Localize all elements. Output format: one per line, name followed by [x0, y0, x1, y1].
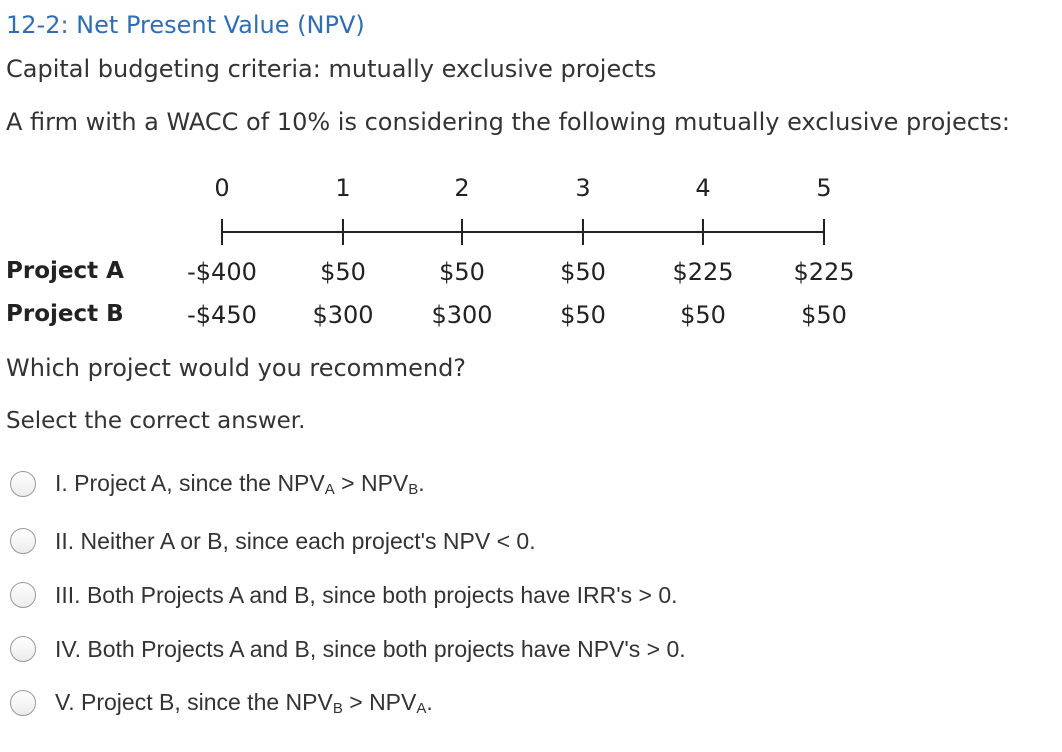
cash-flow-cell: -$400 [187, 258, 257, 286]
answer-option-3[interactable]: III. Both Projects A and B, since both p… [10, 579, 678, 611]
period-label: 0 [214, 174, 230, 202]
answer-option-label: V. Project B, since the NPVB > NPVA. [55, 689, 433, 717]
page-subtitle: Capital budgeting criteria: mutually exc… [6, 55, 657, 83]
period-label: 3 [575, 174, 591, 202]
answer-option-1[interactable]: I. Project A, since the NPVA > NPVB. [10, 468, 425, 500]
radio-button[interactable] [10, 636, 36, 662]
question-text: Which project would you recommend? [6, 354, 467, 382]
cash-flow-cell: $300 [431, 301, 493, 329]
cash-flow-cell: -$450 [187, 301, 257, 329]
cash-flow-cell: $50 [560, 258, 606, 286]
page-title: 12-2: Net Present Value (NPV) [6, 11, 365, 39]
cash-flow-cell: $300 [312, 301, 374, 329]
radio-button[interactable] [10, 528, 36, 554]
period-label: 2 [454, 174, 470, 202]
answer-option-5[interactable]: V. Project B, since the NPVB > NPVA. [10, 687, 433, 719]
cash-flow-cell: $225 [672, 258, 734, 286]
answer-option-4[interactable]: IV. Both Projects A and B, since both pr… [10, 633, 686, 665]
cash-flow-cell: $50 [439, 258, 485, 286]
radio-button[interactable] [10, 471, 36, 497]
project-a-label: Project A [6, 258, 124, 284]
answer-option-label: IV. Both Projects A and B, since both pr… [55, 635, 686, 662]
answer-option-2[interactable]: II. Neither A or B, since each project's… [10, 525, 536, 557]
cash-flow-cell: $50 [680, 301, 726, 329]
cash-flow-cell: $50 [320, 258, 366, 286]
answer-option-label: III. Both Projects A and B, since both p… [55, 581, 678, 608]
period-label: 1 [335, 174, 351, 202]
answer-option-label: I. Project A, since the NPVA > NPVB. [55, 470, 425, 498]
cash-flow-cell: $225 [793, 258, 855, 286]
project-b-label: Project B [6, 301, 124, 327]
period-label: 5 [816, 174, 832, 202]
radio-button[interactable] [10, 690, 36, 716]
instruction-text: Select the correct answer. [6, 408, 306, 434]
period-label: 4 [695, 174, 711, 202]
cash-flow-cell: $50 [560, 301, 606, 329]
answer-option-label: II. Neither A or B, since each project's… [55, 527, 536, 554]
cash-flow-cell: $50 [801, 301, 847, 329]
radio-button[interactable] [10, 582, 36, 608]
problem-intro: A firm with a WACC of 10% is considering… [6, 108, 1010, 136]
